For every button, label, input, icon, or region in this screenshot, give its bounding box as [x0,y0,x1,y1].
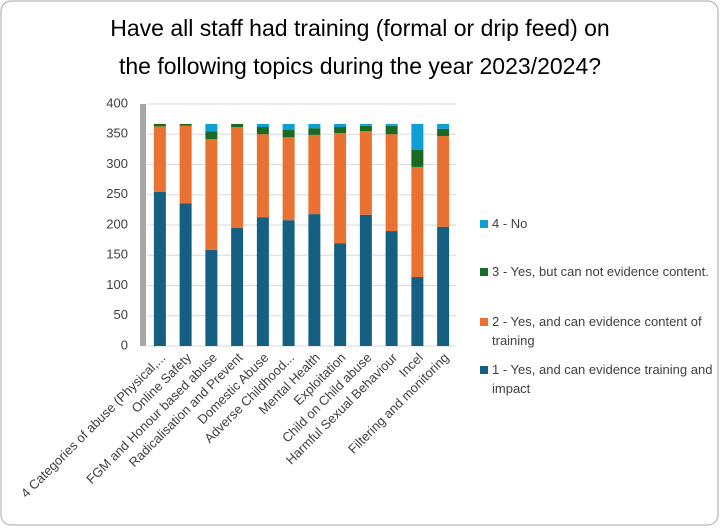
bar-segment [411,277,424,346]
bar-segment [359,214,372,346]
bar-segment [205,131,218,140]
bar-segment [359,125,372,132]
y-tick-label: 100 [106,277,128,292]
bar-segment [359,123,372,126]
legend-label: 4 - No [492,216,528,231]
legend-swatch [480,268,488,276]
y-tick-label: 300 [106,156,128,171]
y-tick-label: 0 [121,337,128,352]
legend-entry: 1 - Yes, and can evidence training and i… [492,362,713,396]
bar-segment [437,136,450,227]
bar-segment [231,123,244,127]
bar-segment [153,191,166,346]
bar-segment [411,149,424,167]
bar-segment [334,126,347,134]
legend-swatch [480,220,488,228]
bar-segment [231,126,244,229]
bar-segment [256,134,269,218]
bar-segment [359,131,372,215]
bar-segment [256,126,269,135]
bar-segment [282,220,295,346]
legend-swatch [480,366,488,374]
bar-segment [385,231,398,346]
bar-segment [411,166,424,278]
bar-segment [308,134,321,215]
bar-segment [256,123,269,127]
bar-segment [205,123,218,132]
bar-segment [411,123,424,150]
bar-segment [308,128,321,135]
y-tick-label: 200 [106,216,128,231]
bar-segment [282,130,295,138]
bar-segment [282,123,295,131]
legend-label: 2 - Yes, and can evidence content of tra… [492,314,702,348]
bar-segment [385,134,398,232]
legend-label: 1 - Yes, and can evidence training and i… [492,362,713,396]
bar-segment [256,217,269,346]
bar-segment [205,249,218,346]
bar-segment [334,243,347,346]
bar-segment [282,137,295,221]
bar-segment [179,123,192,126]
legend-entry: 2 - Yes, and can evidence content of tra… [492,314,702,348]
y-tick-label: 150 [106,247,128,262]
legend-entry: 4 - No [492,216,528,231]
bar-segment [437,128,450,137]
chart-title: Have all staff had training (formal or d… [110,15,609,41]
bar-segment [334,123,347,127]
bar-segment [205,139,218,250]
bar-segment [308,123,321,129]
bar-segment [308,214,321,346]
y-tick-label: 400 [106,95,128,110]
y-tick-label: 350 [106,126,128,141]
bar-segment [153,123,166,127]
y-tick-label: 50 [114,307,128,322]
bar-segment [231,228,244,346]
legend-label: 3 - Yes, but can not evidence content. [492,264,709,279]
axis-highlight [140,104,146,346]
bar-segment [437,123,450,129]
bar-segment [179,203,192,346]
bar-segment [334,133,347,244]
bar-segment [437,226,450,346]
y-tick-label: 250 [106,186,128,201]
bar-segment [179,125,192,204]
legend-entry: 3 - Yes, but can not evidence content. [492,264,709,279]
bar-segment [385,125,398,135]
legend-swatch [480,318,488,326]
bar-segment [153,126,166,192]
chart-title: the following topics during the year 202… [119,53,601,79]
bar-segment [385,123,398,126]
